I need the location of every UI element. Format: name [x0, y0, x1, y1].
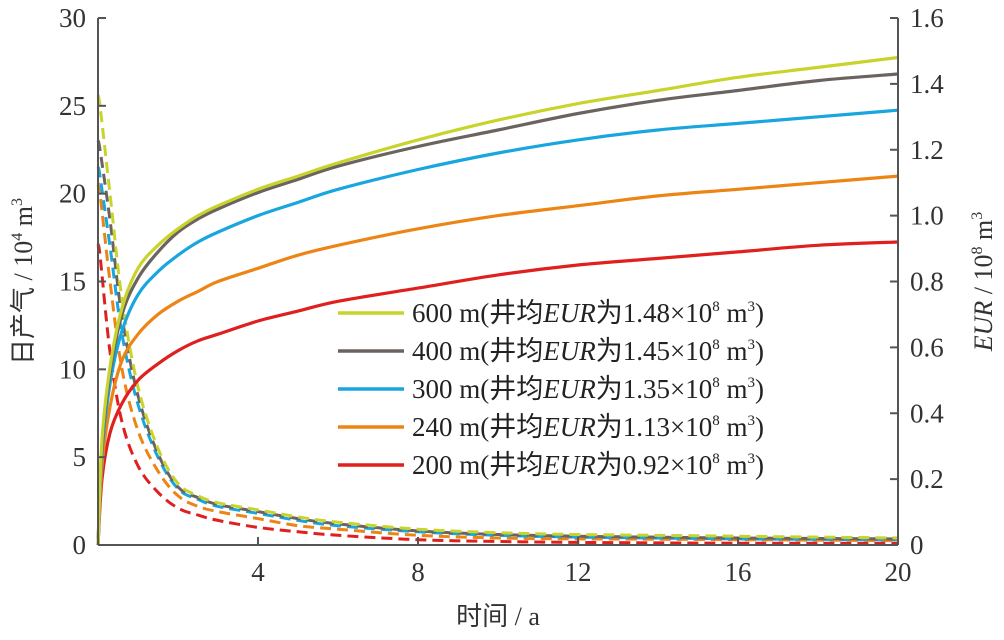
legend-label-400m: 400 m(井均EUR为1.45×108 m3) [412, 336, 764, 366]
legend-label-200m: 200 m(井均EUR为0.92×108 m3) [412, 450, 764, 480]
y-right-tick-label: 1.0 [910, 201, 944, 231]
legend-label-300m: 300 m(井均EUR为1.35×108 m3) [412, 374, 764, 404]
eur-line-240m [96, 174, 899, 546]
y-left-tick-label: 10 [59, 354, 86, 384]
eur-line-200m [96, 240, 899, 546]
y-right-tick-label: 0.2 [910, 464, 944, 494]
x-tick-label: 8 [411, 557, 425, 587]
y-right-tick-label: 1.6 [910, 3, 944, 33]
x-axis-title: 时间 / a [456, 602, 540, 632]
x-tick-label: 20 [885, 557, 912, 587]
x-tick-label: 4 [251, 557, 265, 587]
axes: 4 8 12 16 2005101520253000.20.40.60.81.01.21… [59, 3, 944, 587]
y-right-tick-label: 0.6 [910, 332, 944, 362]
y-left-tick-label: 0 [73, 530, 87, 560]
legend: 600 m(井均EUR为1.48×108 m3) 400 m(井均EUR为1.45… [338, 298, 764, 480]
y-right-tick-label: 0.4 [910, 398, 944, 428]
y-right-axis-title: EUR / 108 m3 [969, 212, 998, 353]
y-right-tick-label: 1.4 [910, 69, 944, 99]
y-left-tick-label: 25 [59, 91, 86, 121]
y-right-tick-label: 0 [910, 530, 924, 560]
x-tick-label: 12 [565, 557, 592, 587]
y-right-tick-label: 0.8 [910, 267, 944, 297]
eur-line-300m [96, 108, 899, 546]
rate-line-400m [96, 139, 899, 541]
legend-label-240m: 240 m(井均EUR为1.13×108 m3) [412, 412, 764, 442]
y-left-tick-label: 5 [73, 442, 87, 472]
y-right-tick-label: 1.2 [910, 135, 944, 165]
eur-line-400m [96, 72, 899, 546]
y-left-tick-label: 30 [59, 3, 86, 33]
y-left-axis-title: 日产气 / 104 m3 [9, 198, 39, 365]
x-tick-label: 16 [725, 557, 752, 587]
y-left-tick-label: 20 [59, 179, 86, 209]
eur-line-600m [96, 55, 899, 546]
y-left-tick-label: 15 [59, 267, 86, 297]
legend-label-600m: 600 m(井均EUR为1.48×108 m3) [412, 298, 764, 328]
axis-titles: 时间 / a 日产气 / 104 m3 EUR / 108 m3 [9, 198, 998, 632]
rate-line-600m [96, 94, 899, 540]
